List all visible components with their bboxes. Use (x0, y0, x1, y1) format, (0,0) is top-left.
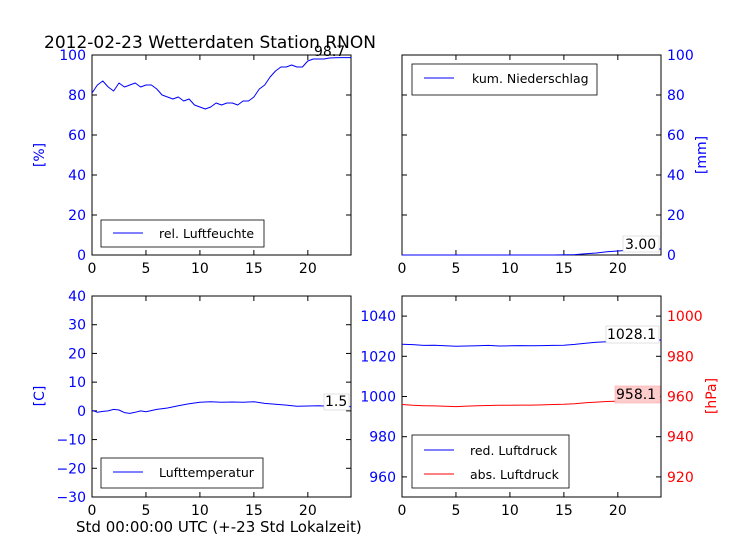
annotation-box-red (605, 325, 660, 344)
annotation-box (622, 235, 660, 253)
y-tick-label: 80 (68, 88, 86, 104)
y-tick-label: 0 (77, 404, 86, 420)
y-right-tick-label: 940 (667, 430, 694, 446)
x-tick-label: 5 (141, 503, 150, 519)
legend-label-temperature: Lufttemperatur (159, 465, 255, 480)
annotation-box (323, 393, 350, 411)
y-tick-label: 1000 (360, 390, 396, 406)
x-axis-label: Std 00:00:00 UTC (+-23 Std Lokalzeit) (76, 518, 362, 536)
series-layer (91, 57, 351, 110)
legend: rel. Luftfeuchte (100, 219, 265, 248)
y-right-tick-label: 920 (667, 470, 694, 486)
x-tick-label: 20 (299, 261, 317, 277)
panel-humidity: 2012-02-23 Wetterdaten Station RNON 0 5 10… (32, 33, 376, 277)
legend-label-abs-pressure: abs. Luftdruck (470, 467, 560, 482)
series-layer (91, 401, 351, 414)
series-line-0 (91, 401, 351, 414)
x-tick-label: 20 (609, 503, 627, 519)
legend: kum. Niederschlag (411, 63, 598, 96)
y-tick-label: 100 (667, 48, 694, 64)
y-tick-label: 60 (667, 128, 685, 144)
x-tick-label: 10 (191, 503, 209, 519)
annotation-red-pressure: 1028.1 (607, 327, 656, 343)
x-tick-label: 0 (398, 261, 407, 277)
x-tick-label: 0 (88, 503, 97, 519)
y-tick-label: 40 (68, 168, 86, 184)
y-axis-label: [%] (32, 143, 48, 167)
y-tick-label: 1020 (360, 349, 396, 365)
x-tick-label: 0 (88, 261, 97, 277)
figure-title: 2012-02-23 Wetterdaten Station RNON (44, 33, 376, 53)
y-tick-label: 980 (369, 430, 396, 446)
x-tick-label: 5 (141, 261, 150, 277)
y-tick-label: 0 (667, 248, 676, 264)
x-tick-label: 15 (555, 261, 573, 277)
y-tick-label: 30 (68, 318, 86, 334)
y-tick-label: 960 (369, 470, 396, 486)
y-tick-label: 10 (68, 375, 86, 391)
y-tick-label: 100 (59, 48, 86, 64)
legend: Lufttemperatur (100, 457, 264, 489)
legend-box (411, 63, 598, 96)
x-tick-label: 15 (245, 503, 263, 519)
y-tick-label: −10 (56, 433, 86, 449)
y-right-tick-label: 960 (667, 390, 694, 406)
series-line-0 (91, 57, 351, 110)
x-tick-label: 10 (501, 503, 519, 519)
tick-layer: 0 5 10 15 20 960 980 1000 1020 1040 920 940 960 980 10… (360, 296, 703, 519)
panel-temperature: 0 5 10 15 20 −30 −20 −10 0 10 20 30 40 [C] Std 00:00… (32, 289, 362, 536)
x-tick-label: 20 (609, 261, 627, 277)
x-tick-label: 20 (299, 503, 317, 519)
legend-label-humidity: rel. Luftfeuchte (159, 226, 254, 241)
y-tick-label: 80 (667, 88, 685, 104)
panel-pressure: 0 5 10 15 20 960 980 1000 1020 1040 920 940 960 980 10… (360, 295, 720, 519)
legend: red. Luftdruck abs. Luftdruck (411, 434, 570, 489)
x-tick-label: 15 (245, 261, 263, 277)
x-tick-label: 5 (451, 261, 460, 277)
y-tick-label: −20 (56, 461, 86, 477)
x-tick-label: 0 (398, 503, 407, 519)
x-tick-label: 10 (191, 261, 209, 277)
y-tick-label: 20 (667, 208, 685, 224)
y-tick-label: 20 (68, 208, 86, 224)
legend-label-precipitation: kum. Niederschlag (472, 71, 589, 86)
tick-layer: 0 5 10 15 20 0 20 40 60 80 100 (398, 48, 694, 277)
legend-box (411, 434, 570, 489)
y-tick-label: 60 (68, 128, 86, 144)
y-axis-label-right: [hPa] (704, 378, 720, 414)
y-right-tick-label: 1000 (667, 309, 703, 325)
y-tick-label: 40 (68, 289, 86, 305)
y-axis-label: [C] (32, 386, 48, 407)
y-right-tick-label: 980 (667, 349, 694, 365)
annotation-abs-pressure: 958.1 (616, 387, 656, 403)
annotation-box-abs (614, 385, 661, 404)
y-tick-label: 0 (77, 248, 86, 264)
tick-layer: 0 5 10 15 20 0 20 40 60 80 100 (59, 48, 351, 277)
annotation-last-value: 3.00 (625, 237, 656, 253)
legend-label-red-pressure: red. Luftdruck (470, 443, 558, 458)
annotation-last-value: 1.5 (325, 394, 347, 410)
y-tick-label: 20 (68, 346, 86, 362)
x-tick-label: 15 (555, 503, 573, 519)
y-tick-label: −30 (56, 490, 86, 506)
panel-precipitation: 0 5 10 15 20 0 20 40 60 80 100 [mm] kum. Niedersch… (398, 48, 710, 277)
y-tick-label: 1040 (360, 309, 396, 325)
x-tick-label: 10 (501, 261, 519, 277)
legend-box (100, 457, 264, 489)
x-tick-label: 5 (451, 503, 460, 519)
tick-layer: 0 5 10 15 20 −30 −20 −10 0 10 20 30 40 (56, 289, 351, 519)
annotation-last-value: 98.7 (314, 44, 345, 60)
y-tick-label: 40 (667, 168, 685, 184)
y-axis-label-right: [mm] (694, 136, 710, 174)
